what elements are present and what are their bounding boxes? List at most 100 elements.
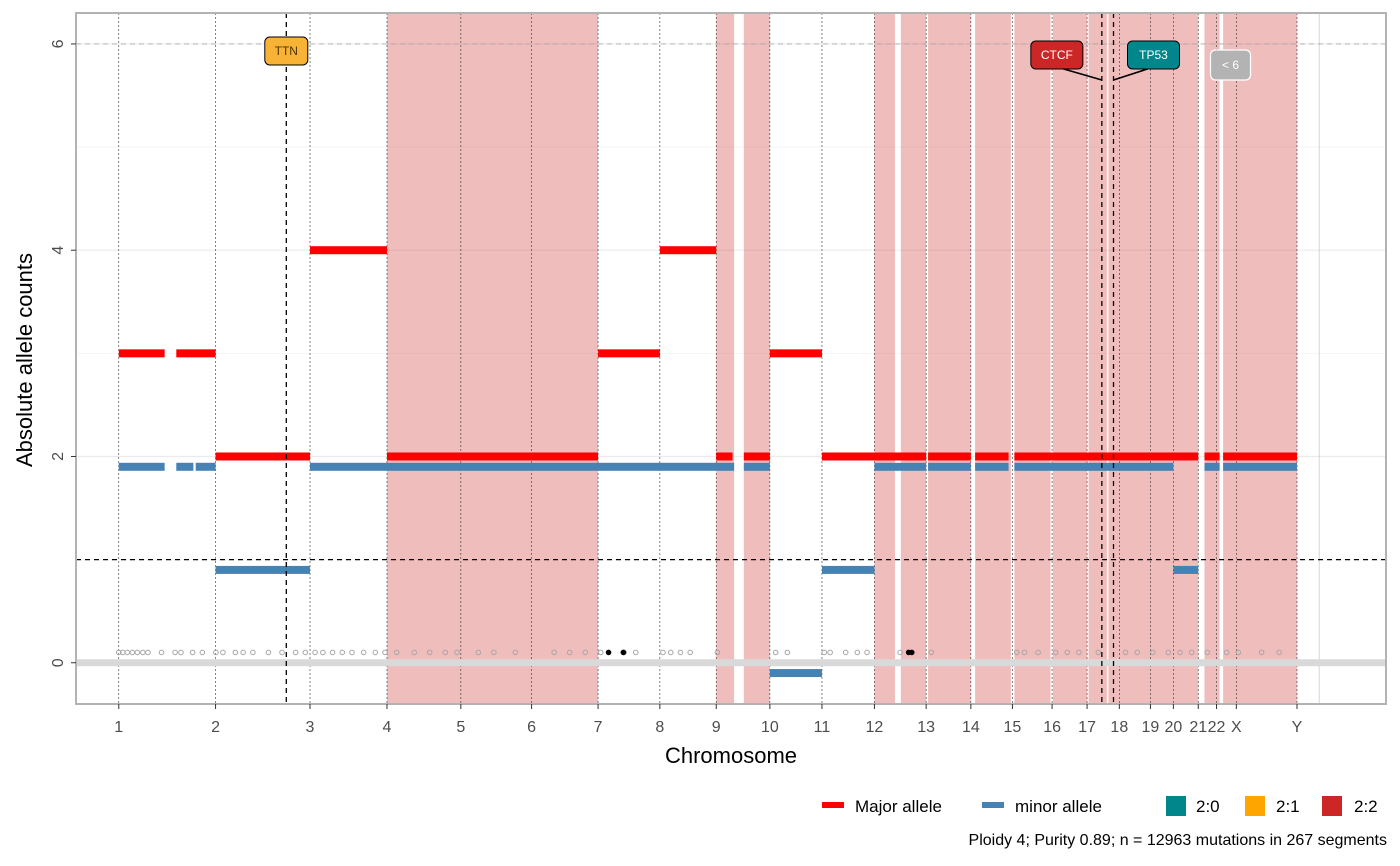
mutation-point xyxy=(827,649,833,656)
mutation-point xyxy=(821,649,828,656)
major-allele-segment xyxy=(743,452,770,461)
x-tick-label-chrY: Y xyxy=(1292,719,1303,736)
mutation-point xyxy=(677,649,684,656)
mutation-point xyxy=(1258,649,1265,656)
mutation-point xyxy=(491,649,497,656)
driver-mutation-point xyxy=(908,649,915,656)
below-cutoff-label: < 6 xyxy=(1222,58,1239,72)
karyotype-region-2-2 xyxy=(975,13,1011,704)
y-tick-label: 6 xyxy=(50,39,67,48)
x-tick-label-chr22: 22 xyxy=(1208,719,1226,736)
x-tick-label-chr8: 8 xyxy=(655,719,664,736)
karyotype-region-2-2 xyxy=(1088,13,1107,704)
karyotype-region-2-2 xyxy=(386,13,599,704)
legend-key-minor-allele xyxy=(982,802,1004,808)
below-cutoff-box xyxy=(1209,49,1252,81)
mutation-point xyxy=(213,649,219,656)
legend-key-major-allele xyxy=(822,802,844,808)
karyotype-region-2-2 xyxy=(1014,13,1051,704)
x-tick-label-chr7: 7 xyxy=(594,719,603,736)
major-allele-segment xyxy=(310,246,387,255)
panel-border xyxy=(75,12,1387,705)
mutation-point xyxy=(1035,649,1041,656)
major-allele-segment xyxy=(118,349,165,358)
mutation-point xyxy=(302,649,309,656)
gene-label-ttn: TTN xyxy=(275,44,298,58)
minor-allele-segment xyxy=(821,565,875,574)
gene-label-box-tp53 xyxy=(1127,40,1181,70)
mutation-point xyxy=(145,649,151,656)
mutation-point xyxy=(667,649,674,656)
mutation-point xyxy=(842,649,849,656)
karyotype-region-2-2 xyxy=(743,13,770,704)
karyotype-region-2-2 xyxy=(1204,13,1220,704)
mutation-point xyxy=(784,649,791,656)
mutation-point xyxy=(1021,649,1028,656)
mutation-point xyxy=(382,649,388,656)
mutation-point xyxy=(1052,649,1059,656)
mutation-point xyxy=(320,649,326,656)
driver-mutation-point xyxy=(620,649,627,656)
mutation-point xyxy=(329,649,336,656)
karyotype-region-2-2 xyxy=(1223,13,1297,704)
x-tick-label-chr20: 20 xyxy=(1164,719,1182,736)
x-tick-label-chr4: 4 xyxy=(383,719,392,736)
minor-allele-segment xyxy=(1173,565,1199,574)
minor-allele-segment xyxy=(1223,462,1297,471)
mutation-point xyxy=(279,649,285,656)
x-tick-label-chr14: 14 xyxy=(962,719,980,736)
legend-label-major-allele: Major allele xyxy=(855,797,942,816)
minor-allele-segment xyxy=(874,462,927,471)
legend-label-2-0: 2:0 xyxy=(1196,797,1220,816)
x-tick-label-chr17: 17 xyxy=(1078,719,1096,736)
karyotype-region-2-2 xyxy=(1052,13,1088,704)
mutation-point xyxy=(158,649,165,656)
plot-panel-background xyxy=(76,13,1386,704)
minor-allele-segment xyxy=(975,462,1009,471)
mutation-point xyxy=(134,649,141,656)
minor-allele-segment xyxy=(769,669,822,678)
mutation-point xyxy=(1204,649,1210,656)
minor-allele-segment xyxy=(928,462,971,471)
gene-label-box-ctcf xyxy=(1030,40,1084,70)
mutation-point xyxy=(660,649,666,656)
mutation-point xyxy=(172,649,178,656)
mutation-point xyxy=(189,649,196,656)
mutation-point xyxy=(864,649,870,656)
minor-allele-segment xyxy=(1014,462,1174,471)
y-axis-title: Absolute allele counts xyxy=(12,253,37,467)
minor-allele-segment xyxy=(743,462,770,471)
major-allele-segment xyxy=(1223,452,1297,461)
minor-allele-segment xyxy=(195,462,216,471)
major-allele-segment xyxy=(928,452,971,461)
mutation-point xyxy=(566,649,573,656)
gene-label-tp53: TP53 xyxy=(1139,48,1168,62)
major-allele-segment xyxy=(1014,452,1199,461)
x-tick-label-chr10: 10 xyxy=(761,719,779,736)
mutation-point xyxy=(240,649,246,656)
mutation-point xyxy=(339,649,346,656)
mutation-point xyxy=(1165,649,1172,656)
major-allele-segment xyxy=(769,349,822,358)
x-tick-label-chr9: 9 xyxy=(712,719,721,736)
mutation-point xyxy=(772,649,779,656)
mutation-point xyxy=(411,649,417,656)
mutation-point xyxy=(1076,649,1082,656)
x-tick-label-chr5: 5 xyxy=(456,719,465,736)
mutation-point xyxy=(1223,649,1230,656)
karyotype-region-2-2 xyxy=(874,13,896,704)
x-tick-label-chr18: 18 xyxy=(1110,719,1128,736)
mutation-point xyxy=(597,649,604,656)
karyotype-region-2-2 xyxy=(928,13,971,704)
major-allele-segment xyxy=(1204,452,1220,461)
major-allele-segment xyxy=(598,349,660,358)
karyotype-region-2-2 xyxy=(1108,13,1199,704)
major-allele-segment xyxy=(215,452,311,461)
mutation-point xyxy=(1013,649,1020,656)
driver-mutation-point xyxy=(605,649,612,656)
mutation-point xyxy=(512,649,519,656)
legend-label-2-1: 2:1 xyxy=(1276,797,1300,816)
legend-key-2-1 xyxy=(1245,796,1265,816)
panel-background xyxy=(76,13,1386,704)
